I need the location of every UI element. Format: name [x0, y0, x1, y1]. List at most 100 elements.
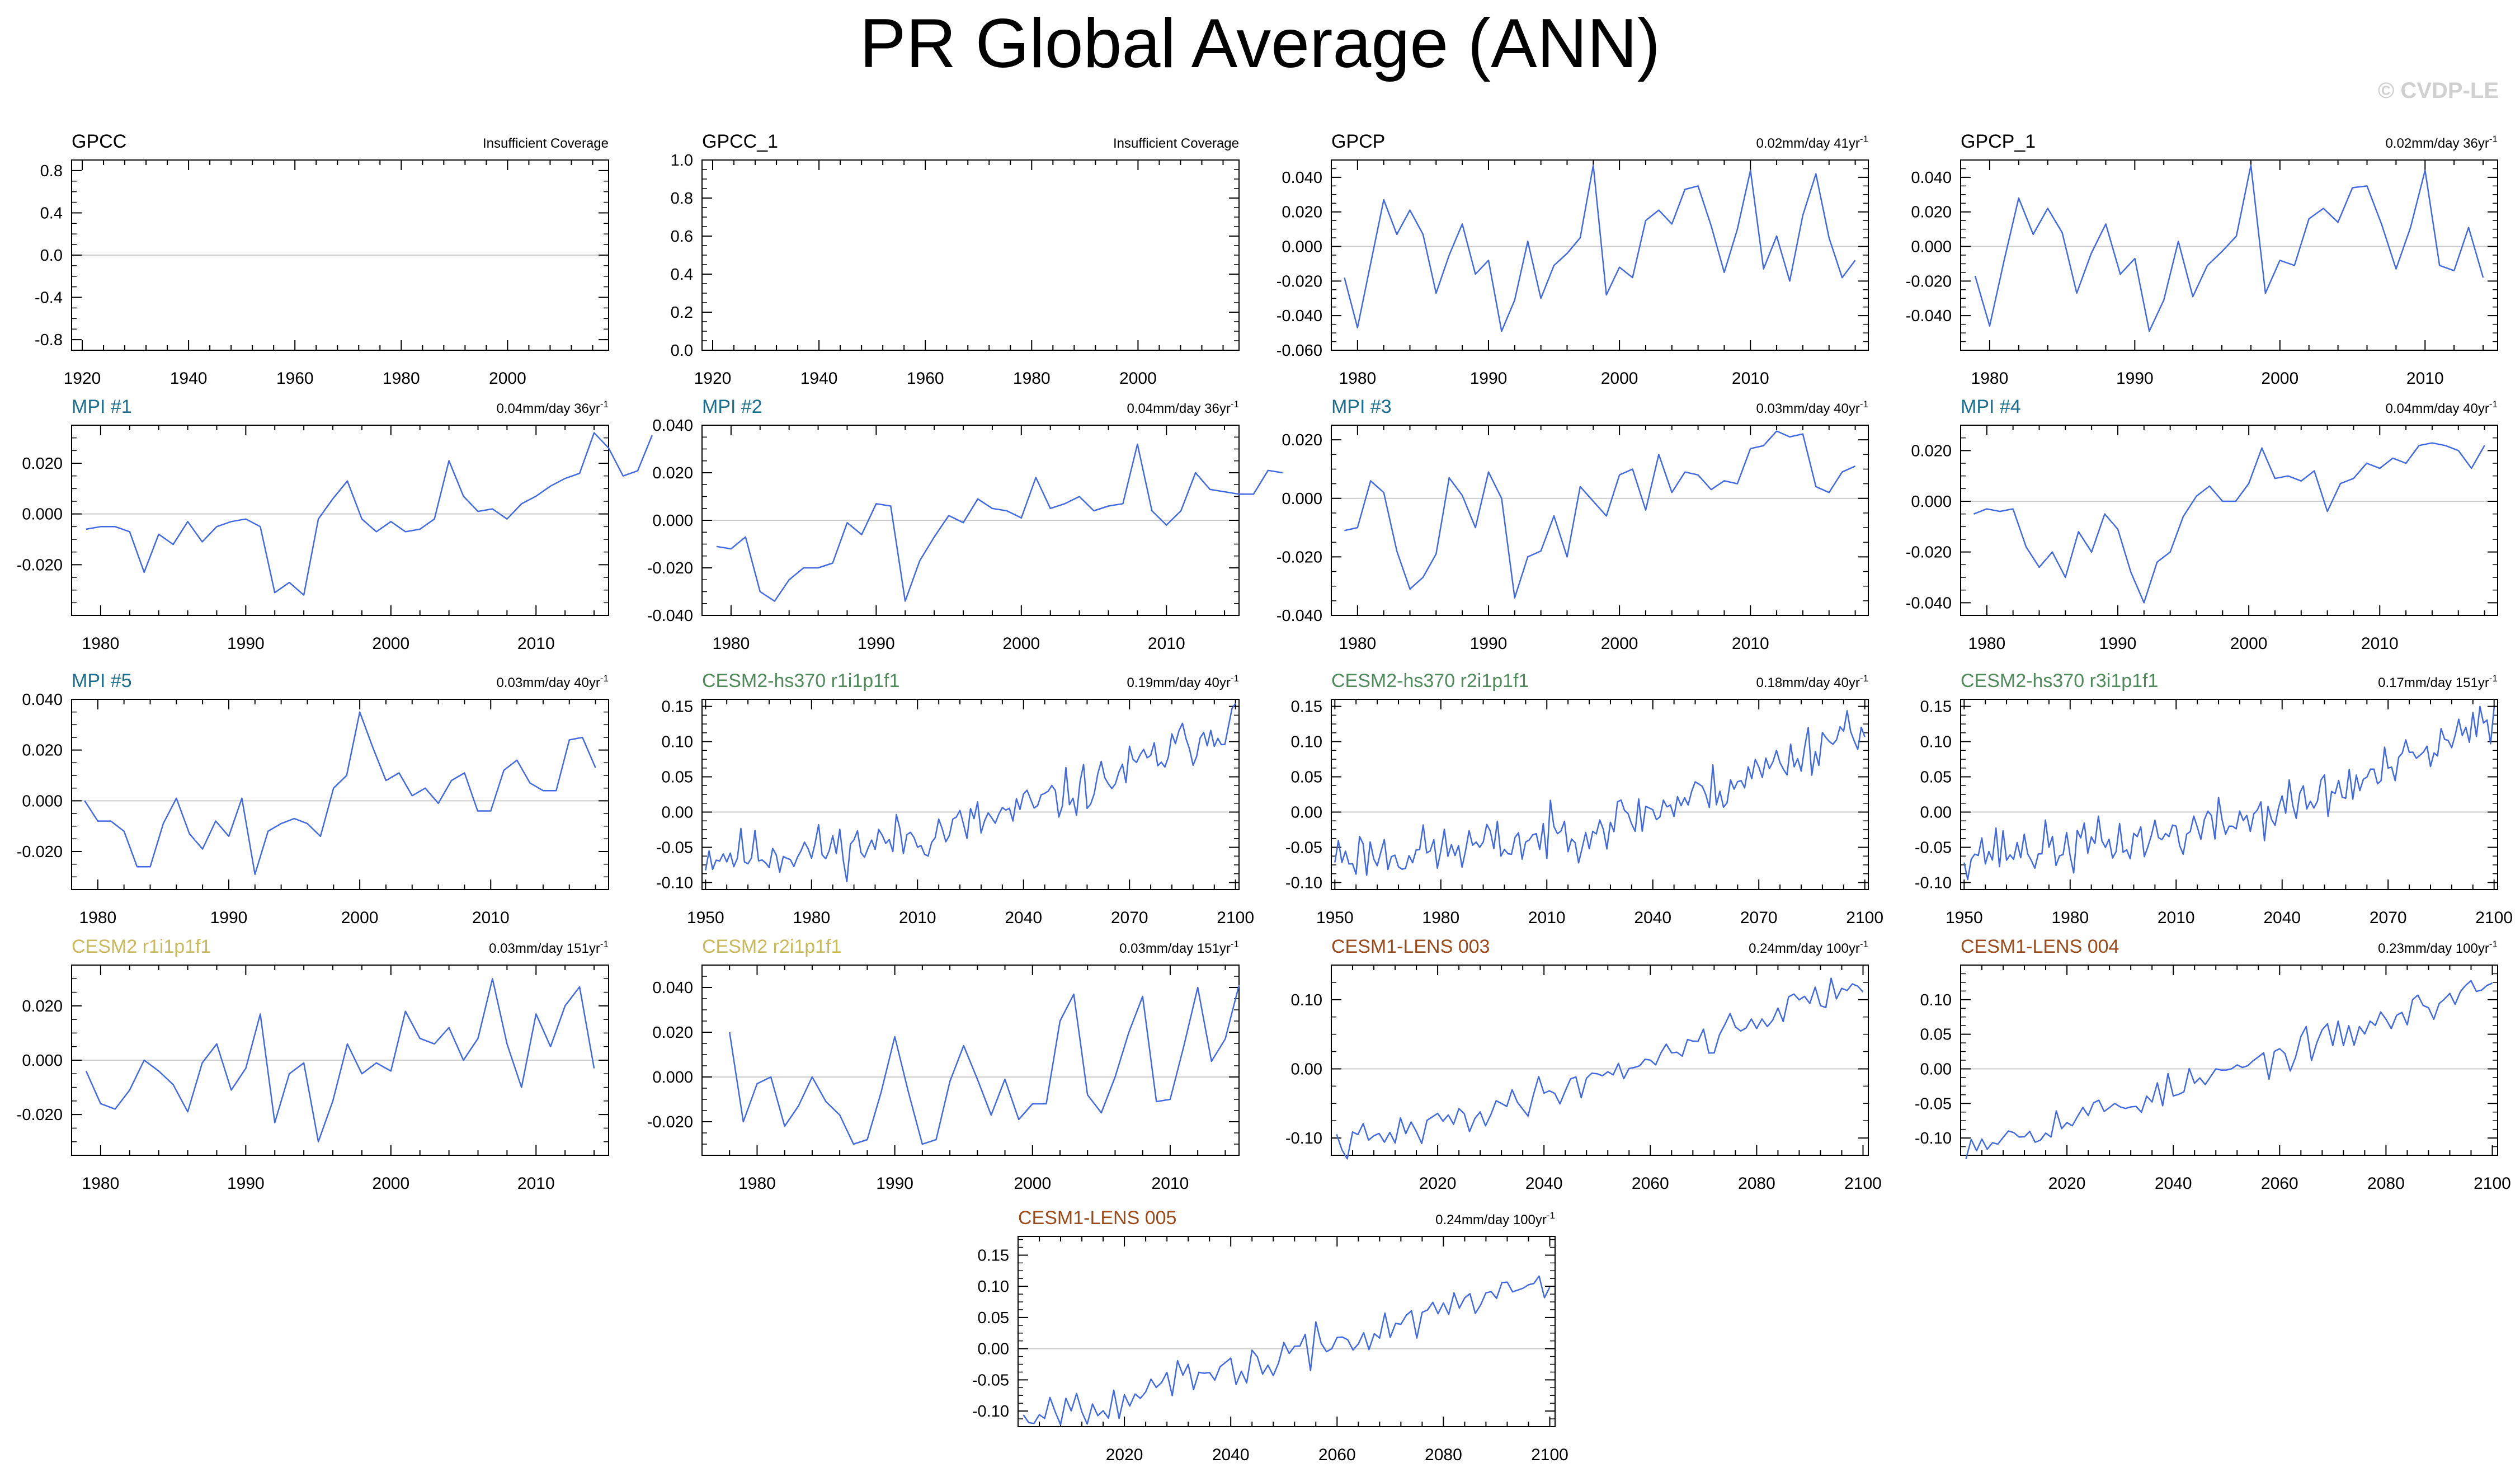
series-line-cesm2-hs370-r3: [1963, 705, 2495, 881]
y-tick-label: 0.15: [1291, 698, 1322, 716]
trend-label: 0.02mm/day 36yr-1: [2385, 134, 2498, 151]
panel-gpcp: 1980 1990 2000 2010 0.040 0.020 0.000 -0.020 -0.…: [1277, 131, 1869, 388]
y-tick-label: 0.10: [662, 733, 693, 751]
y-tick-label: 0.0: [40, 247, 63, 265]
panel-title: MPI #4: [1961, 396, 2021, 417]
x-tick-label: 1960: [907, 369, 944, 388]
x-tick-label: 1980: [713, 634, 750, 653]
x-tick-label: 1950: [687, 909, 724, 927]
y-tick-label: 0.8: [40, 162, 63, 180]
x-tick-label: 2040: [1212, 1446, 1250, 1464]
trend-value: 0.04mm/day 40yr: [2385, 401, 2489, 416]
series-line-cesm1-lens-005: [1023, 1275, 1551, 1426]
y-tick-label: 0.000: [1911, 238, 1952, 256]
credit-label: © CVDP-LE: [2377, 78, 2499, 103]
panel-title: CESM2 r2i1p1f1: [702, 936, 841, 957]
y-tick-label: 0.000: [22, 506, 63, 524]
y-tick-label: 0.000: [22, 1052, 63, 1070]
y-tick-label: -0.020: [1906, 544, 1952, 562]
x-tick-label: 1980: [793, 909, 830, 927]
panel-cesm1-lens-004: 2020 2040 2060 2080 2100 0.10 0.05 0.00 -0.05 -0.…: [1915, 936, 2511, 1193]
coverage-note: Insufficient Coverage: [483, 136, 609, 151]
x-tick-label: 1990: [227, 634, 265, 653]
series-line-gpcp-1: [1974, 164, 2484, 332]
trend-value: 0.03mm/day 40yr: [496, 675, 600, 690]
trend-label: 0.18mm/day 40yr-1: [1756, 673, 1868, 690]
panel-title: CESM2 r1i1p1f1: [72, 936, 211, 957]
y-tick-label: -0.020: [17, 843, 63, 861]
panel-title: CESM1-LENS 003: [1331, 936, 1490, 957]
trend-label: 0.04mm/day 36yr-1: [1127, 399, 1239, 416]
y-tick-label: -0.10: [1915, 874, 1952, 892]
y-tick-label: 0.10: [1920, 733, 1952, 751]
y-tick-label: -0.10: [1285, 874, 1322, 892]
y-tick-label: 0.05: [1920, 769, 1952, 787]
y-tick-label: -0.040: [1906, 307, 1952, 325]
x-tick-label: 2000: [341, 909, 379, 927]
y-tick-label: 0.4: [40, 204, 63, 222]
figure-title: PR Global Average (ANN): [859, 5, 1661, 82]
x-tick-label: 2010: [899, 909, 936, 927]
x-tick-label: 2010: [2406, 369, 2444, 388]
trend-exponent: -1: [2489, 399, 2498, 410]
x-tick-label: 2010: [1152, 1174, 1189, 1193]
trend-label: 0.03mm/day 40yr-1: [1756, 399, 1868, 416]
y-tick-label: -0.020: [647, 559, 693, 577]
panel-title: CESM2-hs370 r1i1p1f1: [702, 670, 899, 692]
y-tick-label: -0.05: [1285, 839, 1322, 857]
x-tick-label: 2070: [1740, 909, 1778, 927]
trend-value: 0.17mm/day 151yr: [2378, 675, 2489, 690]
x-tick-label: 2040: [1634, 909, 1671, 927]
x-tick-label: 2010: [472, 909, 510, 927]
y-tick-label: -0.020: [1277, 548, 1322, 566]
x-tick-label: 1980: [1339, 369, 1376, 388]
panel-mpi-4: 1980 1990 2000 2010 0.020 0.000 -0.020 -0.040 MP…: [1906, 396, 2498, 653]
trend-exponent: -1: [1231, 673, 1239, 684]
trend-value: 0.24mm/day 100yr: [1435, 1212, 1547, 1227]
x-tick-label: 2060: [2261, 1174, 2298, 1193]
x-tick-label: 2040: [2263, 909, 2301, 927]
y-tick-label: 0.00: [1291, 803, 1322, 821]
x-tick-label: 1920: [64, 369, 101, 388]
y-tick-label: -0.05: [1915, 839, 1952, 857]
panel-gpcc-1: 1920 1940 1960 1980 2000 1.0 0.8 0.6 0.4 0.2 0.0 GP…: [671, 131, 1240, 388]
x-tick-label: 2010: [1528, 909, 1566, 927]
x-tick-label: 2000: [372, 634, 409, 653]
y-tick-label: -0.8: [35, 331, 63, 349]
coverage-note: Insufficient Coverage: [1113, 136, 1239, 151]
x-tick-label: 1940: [170, 369, 208, 388]
y-tick-label: 0.000: [1911, 493, 1952, 511]
x-tick-label: 1990: [210, 909, 248, 927]
x-tick-label: 1980: [2051, 909, 2089, 927]
x-tick-label: 2000: [1601, 369, 1638, 388]
panel-title: CESM1-LENS 004: [1961, 936, 2119, 957]
series-line-mpi-4: [1973, 442, 2485, 604]
x-tick-label: 1990: [1470, 369, 1508, 388]
series-line-cesm2-r1: [85, 978, 595, 1142]
panel-title: GPCC: [72, 131, 126, 152]
plot-frame: [1331, 159, 1869, 351]
x-tick-label: 1980: [383, 369, 420, 388]
plot-frame: [71, 425, 609, 616]
y-tick-label: 0.6: [671, 228, 693, 246]
x-tick-label: 2010: [1148, 634, 1185, 653]
x-tick-label: 1990: [858, 634, 895, 653]
y-tick-label: 0.020: [22, 455, 63, 473]
y-tick-label: 0.040: [1282, 169, 1322, 187]
x-tick-label: 1990: [227, 1174, 265, 1193]
trend-exponent: -1: [2489, 939, 2498, 949]
x-tick-label: 2000: [1119, 369, 1157, 388]
trend-value: 0.03mm/day 40yr: [1756, 401, 1859, 416]
y-tick-label: 0.00: [1920, 803, 1952, 821]
x-tick-label: 1950: [1946, 909, 1983, 927]
x-tick-label: 2000: [489, 369, 526, 388]
y-tick-label: -0.060: [1277, 342, 1322, 360]
x-tick-label: 1980: [79, 909, 116, 927]
x-tick-label: 2010: [1732, 369, 1769, 388]
x-tick-label: 2060: [1632, 1174, 1669, 1193]
panel-title: MPI #3: [1331, 396, 1392, 417]
y-tick-label: 0.00: [1920, 1060, 1952, 1078]
trend-exponent: -1: [2489, 134, 2498, 144]
y-tick-label: 0.040: [22, 691, 63, 709]
y-tick-label: -0.040: [1906, 594, 1952, 612]
